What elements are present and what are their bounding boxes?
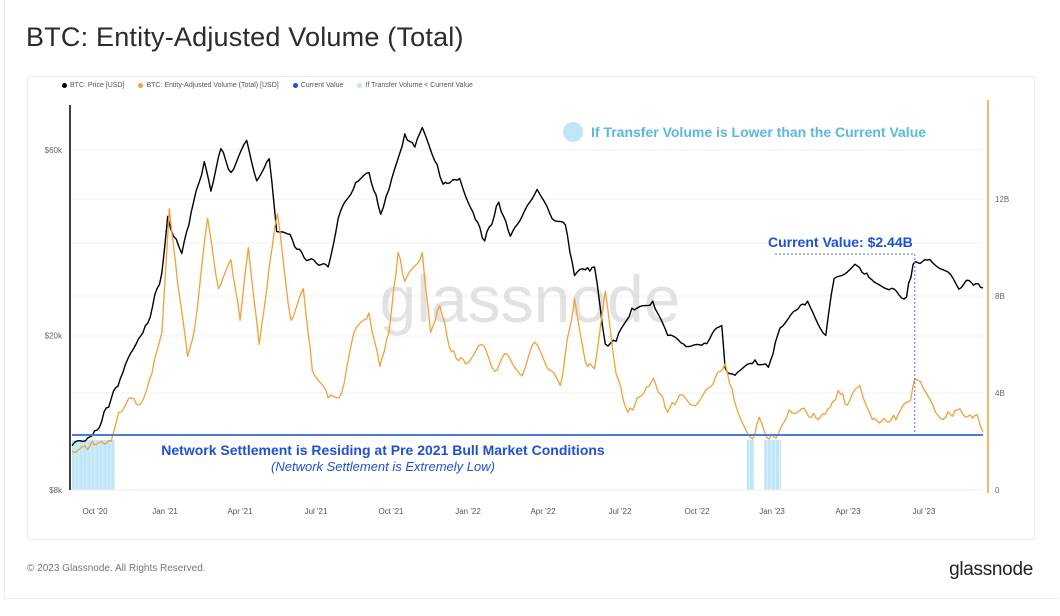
series-group: [71, 126, 984, 454]
legend-item-highlight[interactable]: If Transfer Volume < Current Value: [357, 82, 473, 89]
y-left-tick-label: $60k: [45, 146, 63, 155]
price-line: [71, 126, 984, 447]
top-note-circle-icon: [563, 122, 583, 142]
top-note-text: If Transfer Volume is Lower than the Cur…: [591, 124, 926, 140]
legend-dot-icon: [138, 83, 144, 88]
x-tick-label: Jul '22: [609, 507, 632, 516]
y-right-tick-label: 12B: [995, 195, 1009, 204]
x-tick-label: Apr '23: [835, 507, 861, 516]
x-tick-label: Apr '22: [530, 507, 556, 516]
volume-line: [71, 208, 984, 454]
brand-logo[interactable]: glassnode: [949, 559, 1033, 580]
settlement-main-text: Network Settlement is Residing at Pre 20…: [161, 442, 605, 458]
highlight-bar: [72, 440, 115, 490]
x-tick-label: Jan '21: [152, 507, 178, 516]
settlement-sub-text: (Network Settlement is Extremely Low): [271, 459, 495, 474]
page-frame: [4, 0, 1059, 599]
legend-label: BTC: Price [USD]: [70, 82, 125, 89]
y-right-tick-label: 0: [995, 486, 1000, 495]
legend-label: Current Value: [300, 82, 344, 89]
grid-lines: [72, 149, 983, 394]
current-value-label: Current Value: $2.44B: [768, 234, 913, 250]
legend-dot-icon: [62, 83, 67, 88]
chart-card: [27, 76, 1035, 540]
y-left-tick-label: $20k: [45, 331, 63, 340]
x-tick-label: Jan '23: [759, 507, 785, 516]
axes: $8k $20k $60k 0 4B 8B 12B Oct '20 Jan '21 Apr '21…: [45, 100, 1009, 516]
x-tick-label: Jan '22: [455, 507, 481, 516]
chart-legend: BTC: Price [USD] BTC: Entity-Adjusted Vo…: [62, 82, 473, 89]
y-right-tick-label: 8B: [995, 292, 1005, 301]
legend-item-current-value[interactable]: Current Value: [292, 82, 344, 89]
x-tick-label: Apr '21: [227, 507, 253, 516]
highlight-bar: [764, 440, 781, 490]
legend-label: BTC: Entity-Adjusted Volume (Total) [USD…: [146, 82, 279, 89]
legend-dot-icon: [357, 83, 363, 88]
x-tick-label: Oct '20: [82, 507, 108, 516]
legend-dot-icon: [292, 83, 298, 88]
copyright-text: © 2023 Glassnode. All Rights Reserved.: [27, 563, 206, 574]
page-title: BTC: Entity-Adjusted Volume (Total): [26, 22, 464, 52]
highlight-bar: [746, 440, 755, 490]
x-tick-label: Jul '23: [913, 507, 936, 516]
y-right-tick-label: 4B: [995, 389, 1005, 398]
x-tick-label: Oct '21: [378, 507, 404, 516]
legend-item-price[interactable]: BTC: Price [USD]: [62, 82, 124, 89]
y-left-tick-label: $8k: [49, 486, 63, 495]
x-tick-label: Jul '21: [305, 507, 328, 516]
legend-label: If Transfer Volume < Current Value: [365, 82, 473, 89]
legend-item-volume[interactable]: BTC: Entity-Adjusted Volume (Total) [USD…: [138, 82, 279, 89]
annotations: If Transfer Volume is Lower than the Cur…: [161, 122, 926, 474]
x-tick-label: Oct '22: [684, 507, 710, 516]
